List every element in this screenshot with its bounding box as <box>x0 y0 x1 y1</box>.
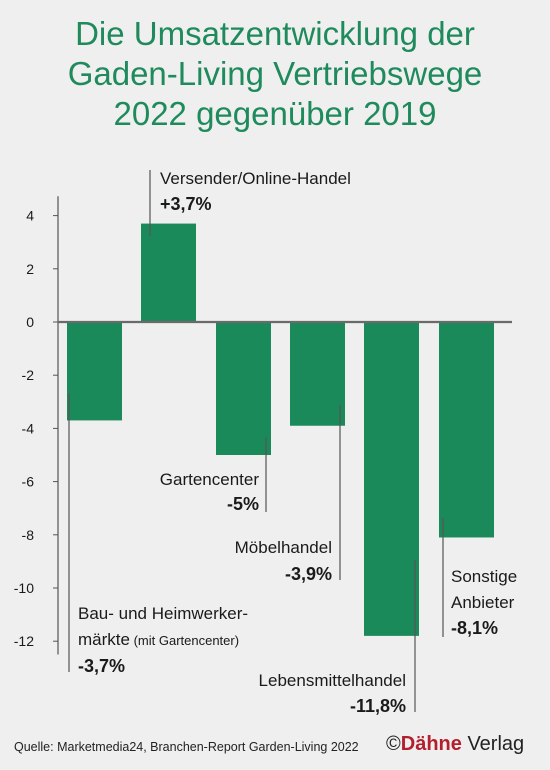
bar-chart: 4 2 0 -2 -4 -6 -8 -10 -12 Bau- und Heimwerker-mär… <box>14 169 517 716</box>
y-tick-label: -12 <box>14 633 34 649</box>
copyright-symbol: © <box>386 733 401 755</box>
y-tick-label: -2 <box>22 367 35 383</box>
bar <box>364 322 419 636</box>
value-label: -8,1% <box>451 618 498 638</box>
bar <box>141 223 196 322</box>
bar <box>439 322 494 538</box>
annotation-label: Versender/Online-Handel <box>160 169 351 188</box>
title-line: 2022 gegenüber 2019 <box>113 95 437 132</box>
y-tick-label: 4 <box>26 208 34 224</box>
y-tick-label: 0 <box>26 314 34 330</box>
annotation-label: Sonstige <box>451 567 517 586</box>
publisher-logo: ©Dähne Verlag <box>386 733 524 756</box>
logo-brand: Dähne <box>400 733 462 755</box>
annotation-label: Anbieter <box>451 593 515 612</box>
bar <box>216 322 271 455</box>
title-line: Die Umsatzentwicklung der <box>75 15 475 52</box>
y-tick-label: -10 <box>14 580 34 596</box>
value-label: -3,7% <box>78 656 125 676</box>
value-label: -3,9% <box>285 564 332 584</box>
bar <box>67 322 122 421</box>
title-line: Gaden-Living Vertriebswege <box>67 55 483 92</box>
value-label: -11,8% <box>350 696 406 716</box>
value-label: +3,7% <box>160 194 212 214</box>
chart-title: Die Umsatzentwicklung der Gaden-Living V… <box>0 14 550 134</box>
y-tick-label: -6 <box>22 474 35 490</box>
annotation-label: Lebensmittelhandel <box>259 671 406 690</box>
y-tick-label: -4 <box>22 420 35 436</box>
value-label: -5% <box>227 494 259 514</box>
bar <box>290 322 345 426</box>
logo-suffix: Verlag <box>467 733 525 755</box>
source-note: Quelle: Marketmedia24, Branchen-Report G… <box>14 740 359 754</box>
annotation-label: Möbelhandel <box>235 538 332 557</box>
annotation-label: Bau- und Heimwerker- <box>78 604 248 623</box>
annotation-suffix: (mit Gartencenter) <box>130 633 239 648</box>
y-tick-label: 2 <box>26 261 34 277</box>
y-tick-label: -8 <box>22 527 35 543</box>
annotation-label: Gartencenter <box>160 470 260 489</box>
annotation-label: märkte (mit Gartencenter) <box>78 630 239 649</box>
